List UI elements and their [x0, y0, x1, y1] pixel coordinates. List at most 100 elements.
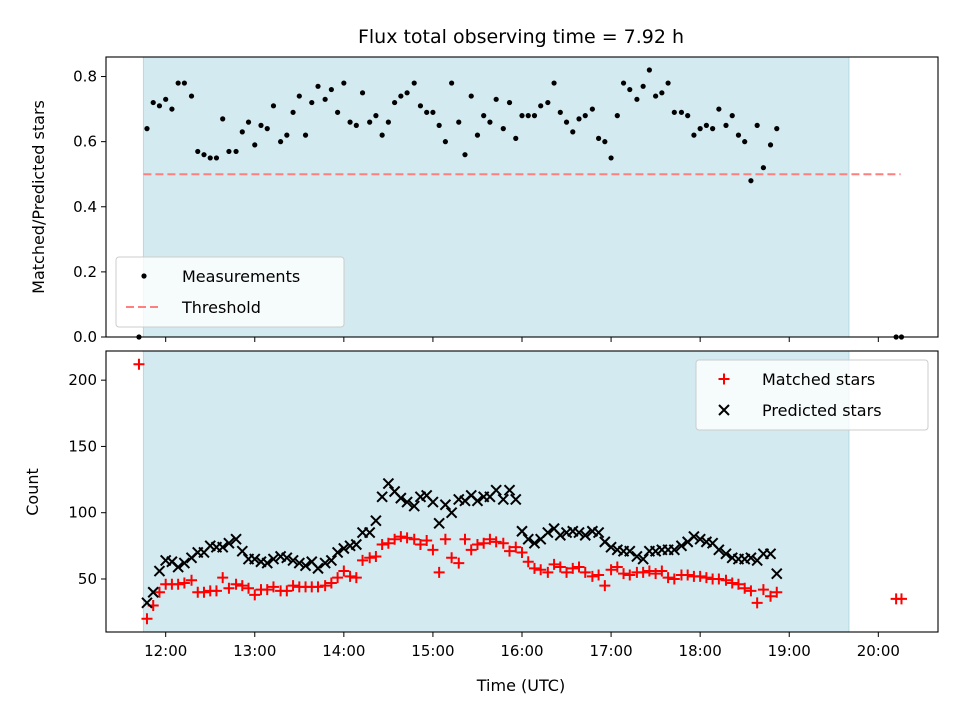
- data-point: [484, 533, 496, 545]
- data-point: [735, 132, 742, 138]
- data-point: [175, 80, 181, 86]
- data-point: [554, 529, 567, 541]
- data-point: [328, 86, 334, 93]
- data-point: [456, 119, 462, 125]
- data-point: [465, 544, 477, 556]
- y-tick-label: 200: [68, 371, 97, 389]
- data-point: [528, 537, 541, 549]
- data-point: [408, 500, 420, 512]
- data-point: [646, 67, 652, 73]
- data-point: [500, 126, 506, 132]
- matched-stars-series: [133, 358, 907, 625]
- data-point: [468, 93, 474, 99]
- y-tick-label: 0.2: [73, 263, 97, 281]
- data-point: [322, 96, 328, 102]
- data-point: [503, 484, 516, 496]
- data-point: [284, 132, 290, 138]
- data-point: [252, 142, 258, 148]
- data-point: [614, 113, 620, 119]
- legend: Measurements Threshold: [115, 256, 345, 328]
- data-point: [748, 178, 754, 184]
- data-point: [188, 93, 195, 99]
- data-point: [757, 584, 769, 596]
- data-point: [643, 565, 655, 577]
- data-point: [506, 99, 513, 106]
- data-point: [631, 550, 643, 563]
- data-point: [264, 126, 270, 132]
- data-point: [624, 569, 636, 581]
- data-point: [682, 569, 694, 581]
- data-point: [516, 525, 528, 537]
- data-point: [287, 554, 299, 567]
- data-point: [605, 564, 617, 576]
- data-point: [398, 93, 404, 99]
- data-point: [427, 496, 439, 508]
- data-point: [497, 537, 509, 549]
- data-point: [656, 565, 668, 577]
- data-point: [528, 562, 540, 574]
- data-point: [223, 582, 235, 594]
- top-y-axis-label: Matched/Predicted stars: [29, 100, 48, 294]
- data-point: [249, 589, 261, 601]
- data-point: [519, 113, 525, 119]
- data-point: [576, 116, 582, 122]
- data-point: [236, 580, 248, 592]
- data-point: [439, 533, 451, 545]
- data-point: [653, 93, 659, 99]
- data-point: [589, 106, 595, 112]
- data-point: [542, 526, 554, 539]
- data-point: [563, 119, 570, 125]
- data-point: [579, 566, 591, 578]
- data-point: [557, 109, 563, 115]
- data-point: [350, 538, 363, 551]
- data-point: [720, 574, 732, 586]
- data-point: [395, 492, 407, 504]
- data-point: [172, 578, 184, 590]
- data-point: [325, 577, 337, 589]
- legend-marker: [718, 404, 730, 416]
- y-tick-label: 50: [78, 570, 97, 588]
- y-tick-label: 150: [68, 437, 97, 455]
- data-point: [401, 496, 413, 508]
- data-point: [147, 586, 159, 598]
- data-point: [379, 132, 385, 138]
- data-point: [414, 539, 426, 551]
- data-point: [703, 122, 709, 128]
- data-point: [153, 565, 166, 577]
- data-point: [765, 590, 777, 602]
- x-tick-label: 17:00: [589, 642, 632, 660]
- data-point: [367, 119, 373, 125]
- data-point: [315, 83, 321, 89]
- data-point: [726, 577, 738, 589]
- data-point: [760, 165, 767, 171]
- x-tick-label: 16:00: [500, 642, 543, 660]
- data-point: [478, 537, 490, 549]
- data-point: [245, 119, 252, 125]
- data-point: [389, 533, 401, 545]
- data-point: [163, 96, 169, 102]
- measurements-series: [136, 67, 905, 340]
- data-point: [309, 99, 315, 106]
- data-point: [408, 533, 420, 545]
- data-point: [640, 83, 646, 89]
- data-point: [490, 536, 502, 548]
- data-point: [771, 586, 783, 598]
- data-point: [417, 103, 424, 109]
- data-point: [427, 544, 439, 556]
- data-point: [357, 554, 369, 566]
- legend-label: Threshold: [181, 298, 261, 317]
- data-point: [293, 557, 306, 569]
- data-point: [446, 552, 458, 564]
- data-point: [261, 584, 273, 596]
- y-tick-label: 0.8: [73, 68, 97, 86]
- data-point: [754, 122, 760, 128]
- data-point: [392, 99, 398, 106]
- data-point: [688, 530, 700, 543]
- data-point: [267, 553, 280, 565]
- data-point: [650, 568, 662, 580]
- data-point: [281, 552, 293, 564]
- data-point: [249, 553, 261, 565]
- data-point: [258, 122, 264, 128]
- data-point: [217, 572, 229, 584]
- data-point: [592, 526, 605, 539]
